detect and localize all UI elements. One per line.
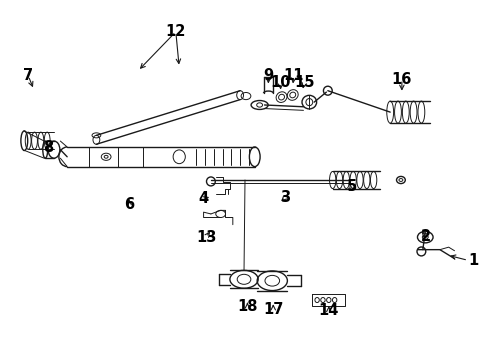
- Text: 2: 2: [421, 229, 431, 244]
- Text: 1: 1: [468, 253, 478, 268]
- Text: 12: 12: [166, 24, 186, 39]
- Text: 14: 14: [318, 303, 339, 318]
- Text: 9: 9: [263, 68, 273, 83]
- Text: 13: 13: [196, 230, 216, 245]
- Text: 5: 5: [347, 179, 357, 194]
- Text: 16: 16: [392, 72, 412, 87]
- Text: 11: 11: [284, 68, 304, 83]
- Text: 6: 6: [124, 197, 134, 212]
- Text: 15: 15: [294, 75, 315, 90]
- Text: 18: 18: [237, 299, 258, 314]
- Text: 4: 4: [198, 192, 209, 206]
- Text: 17: 17: [263, 302, 283, 317]
- Text: 3: 3: [280, 190, 291, 204]
- Text: 8: 8: [44, 140, 54, 155]
- Text: 10: 10: [270, 75, 291, 90]
- Text: 7: 7: [23, 68, 33, 83]
